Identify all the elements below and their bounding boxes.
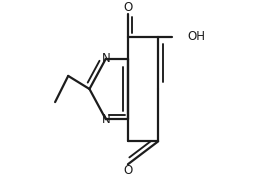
- Text: OH: OH: [188, 30, 206, 43]
- Text: N: N: [101, 52, 110, 65]
- Text: N: N: [101, 113, 110, 126]
- Text: O: O: [123, 164, 133, 177]
- Text: O: O: [123, 1, 133, 14]
